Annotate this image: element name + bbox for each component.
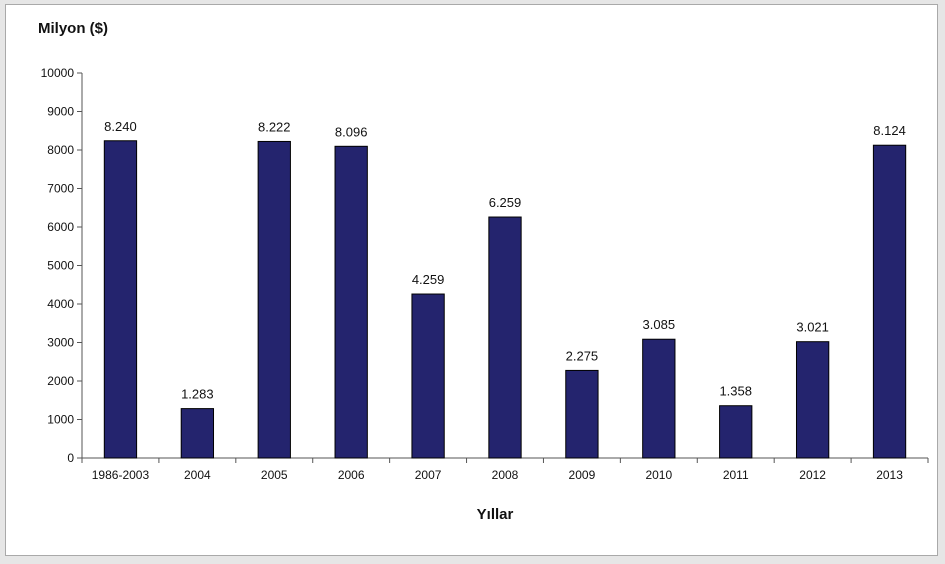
x-tick-label-2012: 2012 bbox=[799, 468, 826, 482]
data-label-2006: 8.096 bbox=[335, 124, 368, 139]
data-label-2004: 1.283 bbox=[181, 387, 214, 402]
data-label-2008: 6.259 bbox=[489, 195, 522, 210]
bar-2007 bbox=[411, 293, 445, 459]
y-tick-label: 3000 bbox=[47, 336, 74, 350]
bar-2005 bbox=[257, 140, 291, 459]
y-tick-label: 8000 bbox=[47, 143, 74, 157]
bar-2013 bbox=[872, 144, 907, 459]
x-tick-label-2011: 2011 bbox=[723, 468, 749, 482]
bar-2012 bbox=[795, 341, 830, 459]
y-tick-label: 9000 bbox=[47, 105, 74, 119]
x-tick-label-2004: 2004 bbox=[184, 468, 211, 482]
y-axis-title: Milyon ($) bbox=[38, 20, 108, 37]
y-tick-label: 7000 bbox=[47, 182, 74, 196]
data-label-2005: 8.222 bbox=[258, 119, 291, 134]
bar-2009 bbox=[565, 369, 599, 459]
x-tick-label-2009: 2009 bbox=[569, 468, 596, 482]
y-tick-label: 6000 bbox=[47, 220, 74, 234]
x-axis-title: Yıllar bbox=[476, 506, 514, 523]
data-label-2011: 1.358 bbox=[719, 384, 752, 399]
data-label-2012: 3.021 bbox=[796, 320, 829, 335]
x-tick-label-2005: 2005 bbox=[261, 468, 288, 482]
y-tick-label: 1000 bbox=[47, 413, 74, 427]
x-tick-label-2007: 2007 bbox=[415, 468, 442, 482]
x-tick-label-2010: 2010 bbox=[645, 468, 672, 482]
y-tick-label: 0 bbox=[67, 451, 74, 465]
bar-2008 bbox=[488, 216, 522, 459]
data-label-2009: 2.275 bbox=[566, 348, 599, 363]
data-label-2007: 4.259 bbox=[412, 272, 445, 287]
x-tick-label-1986-2003: 1986-2003 bbox=[92, 468, 150, 482]
bar-2006 bbox=[334, 145, 368, 459]
y-tick-label: 2000 bbox=[47, 374, 74, 388]
x-tick-label-2006: 2006 bbox=[338, 468, 365, 482]
chart-panel bbox=[5, 4, 938, 556]
data-label-2013: 8.124 bbox=[873, 123, 906, 138]
y-tick-label: 5000 bbox=[47, 259, 74, 273]
bar-2010 bbox=[642, 338, 676, 459]
bar-2011 bbox=[719, 405, 753, 459]
data-label-2010: 3.085 bbox=[643, 317, 676, 332]
y-tick-label: 10000 bbox=[41, 66, 75, 80]
x-tick-label-2013: 2013 bbox=[876, 468, 903, 482]
x-tick-label-2008: 2008 bbox=[492, 468, 519, 482]
data-label-1986-2003: 8.240 bbox=[104, 119, 137, 134]
bar-1986-2003 bbox=[103, 140, 138, 459]
y-tick-label: 4000 bbox=[47, 297, 74, 311]
bar-2004 bbox=[180, 408, 215, 459]
